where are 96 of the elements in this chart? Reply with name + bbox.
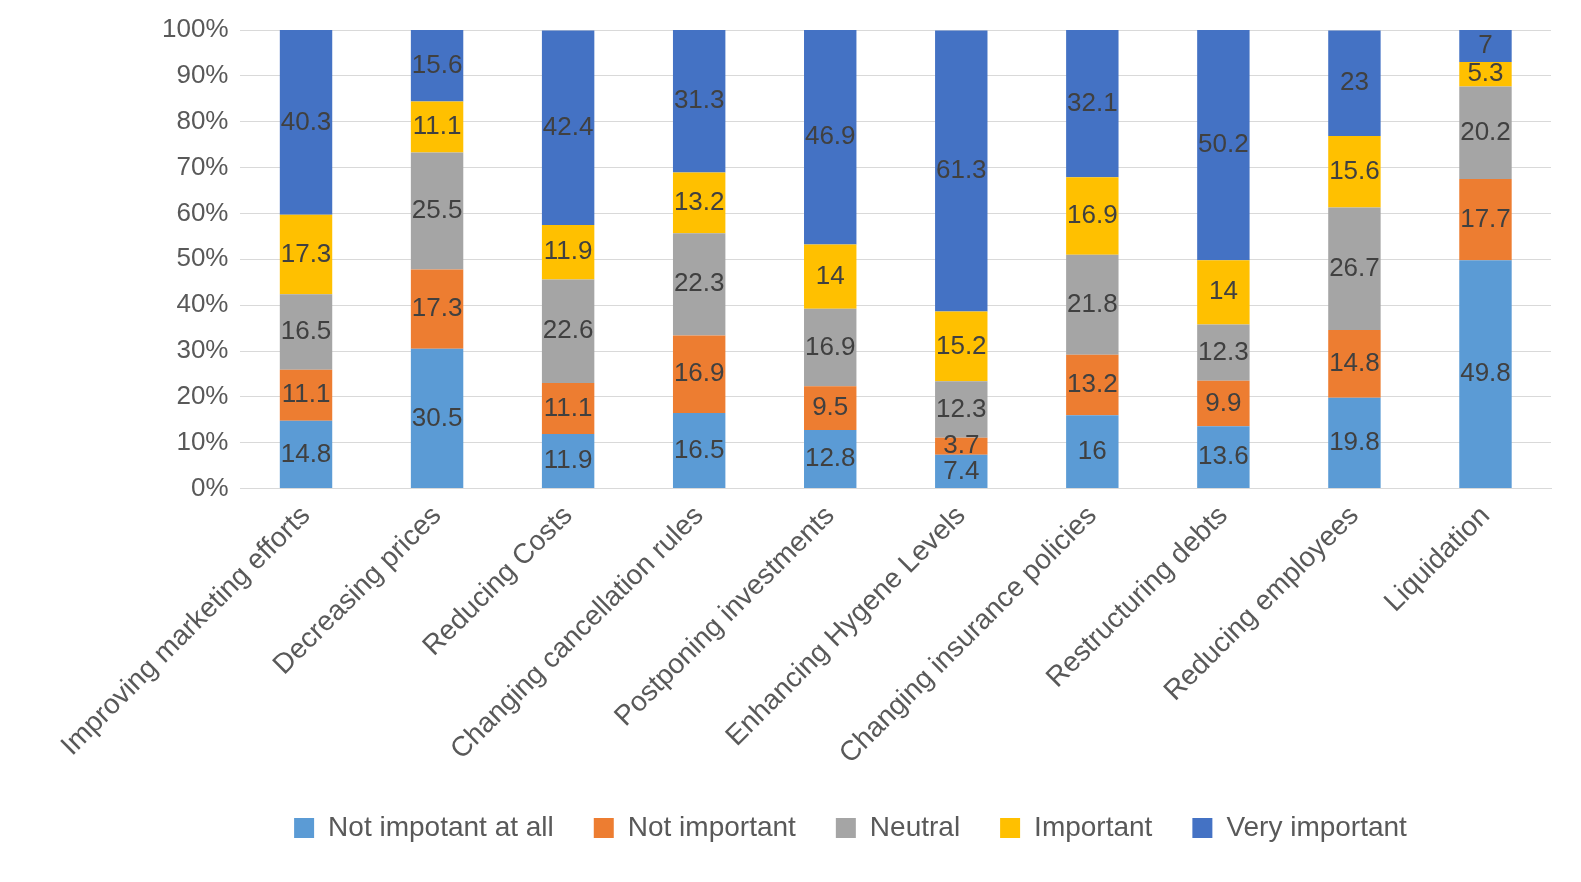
bar [935, 30, 988, 312]
data-label: 12.3 [1198, 335, 1249, 366]
data-label: 12.8 [804, 442, 856, 473]
data-label: 20.2 [1460, 115, 1511, 146]
legend-label: Not impotant at all [328, 810, 554, 842]
bar [1066, 177, 1119, 255]
bar [1328, 207, 1381, 330]
data-label: 12.3 [935, 392, 987, 423]
data-label: 15.2 [935, 329, 987, 360]
data-label: 30.5 [411, 401, 463, 432]
data-label: 11.1 [412, 110, 462, 141]
y-tick-label: 0% [190, 471, 229, 502]
data-label: 7 [1478, 29, 1493, 60]
data-label: 14.8 [1329, 347, 1380, 378]
legend-label: Important [1034, 810, 1153, 842]
bar [1197, 324, 1250, 381]
data-label: 17.3 [280, 237, 332, 268]
data-label: 26.7 [1329, 251, 1380, 282]
data-label: 5.3 [1467, 57, 1504, 88]
bar [279, 30, 333, 215]
bar [1328, 30, 1381, 136]
data-label: 16.5 [673, 433, 725, 464]
data-label: 49.8 [1460, 357, 1511, 388]
data-label: 13.6 [1198, 440, 1249, 471]
data-label: 13.2 [1067, 368, 1118, 399]
data-label: 21.8 [1067, 287, 1118, 318]
data-label: 16.9 [804, 330, 856, 361]
bar [1459, 260, 1512, 489]
bar [410, 30, 464, 102]
data-label: 23 [1339, 66, 1369, 97]
legend-label: Very important [1226, 810, 1408, 842]
data-label: 46.9 [804, 120, 856, 151]
bar [672, 335, 726, 413]
bar [279, 294, 333, 370]
bar [1459, 86, 1512, 180]
data-label: 40.3 [280, 105, 332, 136]
bar [1066, 254, 1119, 355]
data-label: 61.3 [935, 154, 987, 185]
bar [541, 30, 595, 225]
bar [279, 214, 333, 295]
y-tick-label: 90% [176, 59, 229, 90]
data-label: 14.8 [280, 437, 332, 468]
y-tick-label: 50% [176, 242, 229, 273]
bar [804, 30, 857, 245]
data-label: 25.5 [411, 194, 463, 225]
bar [672, 233, 726, 336]
bar [1197, 260, 1250, 325]
bar [1197, 426, 1250, 489]
bar [410, 348, 464, 489]
bar [1328, 397, 1381, 489]
data-label: 11.1 [281, 378, 331, 409]
data-label: 17.7 [1460, 202, 1511, 233]
data-label: 16.9 [1067, 199, 1118, 230]
data-label: 22.6 [542, 314, 594, 345]
data-label: 42.4 [542, 110, 594, 141]
y-tick-label: 60% [176, 196, 229, 227]
data-label: 50.2 [1198, 128, 1249, 159]
data-label: 16.5 [280, 315, 332, 346]
data-label: 9.5 [812, 391, 849, 422]
data-label: 31.3 [673, 84, 725, 115]
bar [672, 30, 726, 173]
bar [1066, 30, 1119, 178]
data-label: 9.9 [1205, 386, 1242, 417]
data-label: 19.8 [1329, 426, 1380, 457]
data-label: 11.1 [543, 391, 593, 422]
data-label: 11.9 [543, 235, 593, 266]
bar [410, 269, 464, 349]
data-label: 13.2 [673, 186, 725, 217]
legend-label: Not important [627, 810, 797, 842]
y-tick-label: 20% [176, 380, 229, 411]
legend-label: Neutral [869, 810, 961, 842]
data-label: 16 [1077, 434, 1107, 465]
y-tick-label: 80% [176, 104, 229, 135]
bar [410, 152, 464, 270]
data-label: 32.1 [1067, 86, 1118, 117]
data-label: 22.3 [673, 267, 725, 298]
data-label: 14 [815, 259, 845, 290]
data-label: 16.9 [673, 357, 725, 388]
bar [1459, 30, 1512, 63]
y-tick-label: 10% [176, 425, 229, 456]
bar [1066, 415, 1119, 489]
data-label: 15.6 [411, 48, 463, 79]
bar [804, 244, 857, 309]
data-label: 14 [1208, 275, 1238, 306]
bar [1197, 30, 1250, 261]
bar [1459, 179, 1512, 261]
data-label: 17.3 [411, 292, 463, 323]
data-label: 15.6 [1329, 154, 1380, 185]
bar [1328, 329, 1381, 398]
y-tick-label: 100% [162, 13, 229, 44]
bar [1328, 135, 1381, 208]
data-label: 11.9 [543, 444, 593, 475]
y-tick-label: 40% [176, 288, 229, 319]
bar [541, 279, 595, 384]
y-tick-label: 70% [176, 150, 229, 181]
y-tick-label: 30% [176, 334, 229, 365]
